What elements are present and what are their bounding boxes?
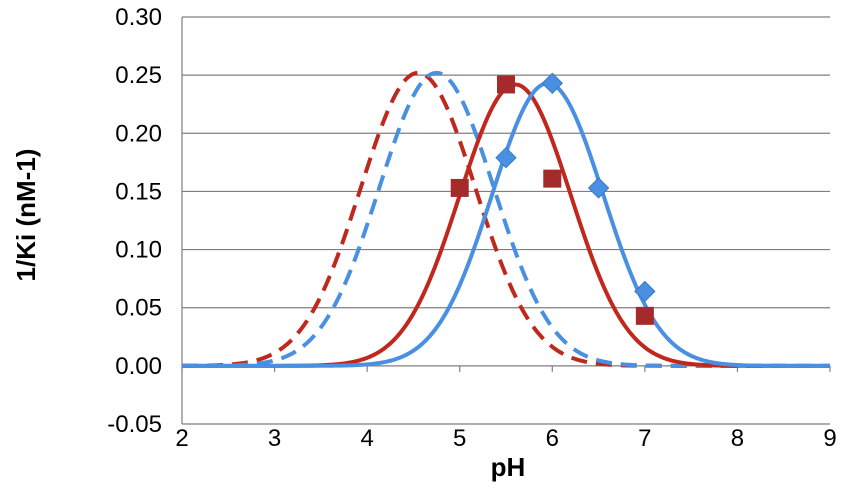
x-tick-label: 3: [268, 425, 281, 452]
y-tick-labels: -0.05 0.00 0.05 0.10 0.15 0.20 0.25 0.30: [107, 4, 162, 438]
y-tick-label: 0.25: [115, 62, 162, 89]
square-marker: [450, 178, 469, 197]
y-tick-label: 0.10: [115, 237, 162, 264]
y-tick-label: 0.30: [115, 4, 162, 31]
series-2-line: [182, 70, 830, 368]
square-marker: [635, 306, 654, 325]
series-lines: [181, 70, 830, 368]
x-tick-label: 6: [546, 425, 559, 452]
series-markers: [450, 72, 656, 325]
y-tick-label: 0.05: [115, 295, 162, 322]
y-axis-title: 1/Ki (nM-1): [11, 149, 41, 282]
square-marker: [497, 75, 515, 94]
y-tick-label: 0.15: [115, 178, 162, 205]
diamond-marker: [495, 146, 517, 169]
square-marker: [543, 169, 562, 188]
x-tick-label: 4: [360, 425, 373, 452]
x-tick-label: 8: [731, 425, 744, 452]
y-tick-label: -0.05: [107, 411, 162, 438]
x-tick-label: 2: [175, 425, 188, 452]
y-tick-label: 0.20: [115, 120, 162, 147]
y-tick-label: 0.00: [115, 353, 162, 380]
x-tick-label: 5: [453, 425, 466, 452]
x-axis-title: pH: [491, 452, 526, 482]
diamond-marker: [634, 280, 656, 303]
x-tick-label: 7: [638, 425, 651, 452]
x-tick-label: 9: [823, 425, 836, 452]
diamond-marker: [587, 177, 610, 199]
x-tick-labels: 2 3 4 5 6 7 8 9: [175, 425, 836, 452]
diamond-marker: [541, 72, 563, 94]
